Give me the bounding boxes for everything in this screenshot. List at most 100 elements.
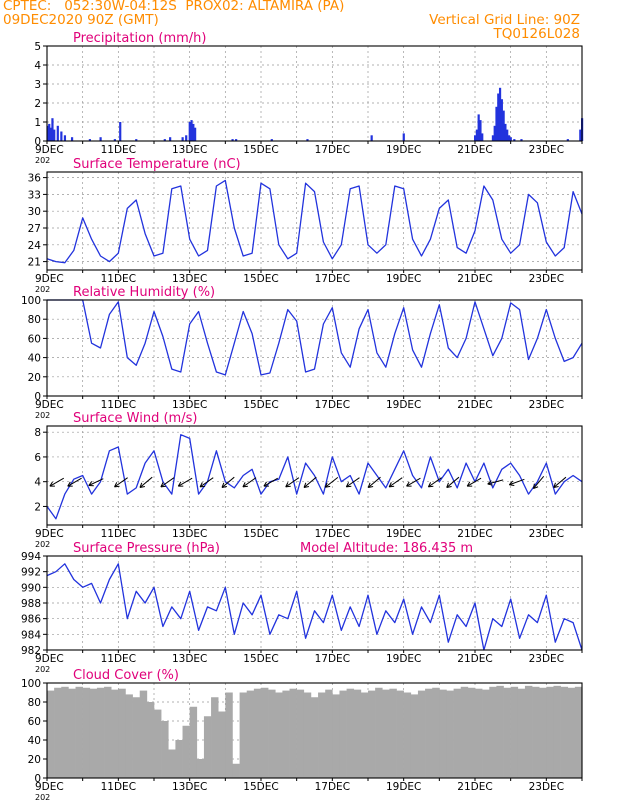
wind-arrow-head [160,485,166,488]
wind-arrow-shaft [406,477,421,487]
cloud-xtick-label: 11DEC [101,781,136,793]
cloud-area-segment [232,763,240,778]
precip-xtick-label: 11DEC [101,144,136,156]
wind-arrow-shaft [346,477,360,488]
wind-arrow-shaft [263,477,279,487]
precip-bar [566,139,569,141]
wind-arrow-head [221,485,228,488]
precip-bar [475,129,478,141]
cloud-area-segment [417,690,426,778]
pressure-xtick-label: 13DEC [172,653,207,665]
precip-bar [477,114,480,141]
wind-ytick-label: 8 [34,427,41,439]
cloud-xtick-label: 13DEC [172,781,207,793]
wind-arrow-head [553,485,559,488]
cloud-frame [46,682,583,779]
precip-bar [192,123,195,141]
cloud-area-segment [275,692,283,778]
precip-bar [113,139,116,141]
pressure-series-line [46,563,583,651]
cloud-area-segment [196,759,205,778]
cloud-area-segment [189,706,198,778]
wind-arrow-shaft [367,476,381,488]
precip-xtick-label: 9DEC [35,144,64,156]
cloud-area-segment [253,688,262,778]
cloud-area-segment [560,686,569,778]
cloud-area-segment [261,687,269,778]
precip-xtick-label: 21DEC [457,144,492,156]
cloud-area-segment [389,688,397,778]
wind-arrow-head [221,482,225,488]
wind-xtick-label: 23DEC [529,528,564,540]
precip-ytick-label: 4 [34,60,41,72]
precip-bar [188,122,191,141]
cloud-area-segment [54,687,62,778]
wind-arrow-head [242,482,246,488]
cloud-ytick-label: 40 [28,735,41,747]
cloud-ytick-label: 60 [28,716,41,728]
wind-arrow [553,476,567,488]
wind-arrow-shaft [285,477,300,488]
precip-bar [53,129,56,141]
temp-ytick-label: 27 [28,223,41,235]
cloud-area-segment [439,689,447,778]
precip-bar [504,123,507,141]
precip-bar [235,139,238,141]
header-grid-line: Vertical Grid Line: 90Z [429,12,580,28]
wind-frame [46,425,583,526]
cloud-area-segment [539,687,547,778]
rh-ytick-label: 40 [28,353,41,365]
precip-bar [99,137,102,141]
wind-arrow-head [532,483,535,489]
precip-bar [506,129,509,141]
rh-ytick-label: 80 [28,314,41,326]
cloud-area-segment [318,692,326,778]
wind-arrow-shaft [428,477,442,488]
cloud-title: Cloud Cover (%) [73,668,179,683]
wind-arrow-head [368,485,374,488]
wind-arrow-shaft [324,476,339,488]
precip-bar [185,135,188,141]
temp-xtick-label: 23DEC [529,273,564,285]
pressure-ytick-label: 984 [21,629,41,641]
precip-panel [43,45,584,144]
wind-ytick-label: 2 [34,501,41,513]
precip-bar [135,139,138,141]
wind-arrow-head [345,482,350,488]
wind-arrow-shaft [242,477,257,488]
rh-ytick-label: 60 [28,333,41,345]
cloud-area-segment [146,702,155,778]
pressure-ytick-label: 986 [21,614,41,626]
cloud-area-segment [75,686,83,778]
wind-arrow-head [200,485,206,488]
cloud-area-segment [524,685,533,778]
precip-bar [169,137,172,141]
precip-bar [507,135,511,141]
wind-arrow-shaft [509,478,525,486]
precip-bar [513,139,516,141]
cloud-area-segment [61,686,69,778]
precip-bar [498,87,502,141]
temp-xtick-label: 11DEC [101,273,136,285]
wind-arrow-head [533,486,539,490]
cloud-area-segment [111,689,119,778]
wind-arrow-head [114,485,120,488]
cloud-area-segment [346,688,355,778]
cloud-xtick-label: 21DEC [457,781,492,793]
header-model-id: TQ0126L028 [493,26,580,42]
cloud-area-segment [303,692,312,778]
wind-arrow [285,477,300,488]
wind-arrow-head [367,482,371,488]
wind-year-stub: 202 [35,540,50,549]
wind-arrow-head [199,482,203,488]
cloud-area-segment [446,690,454,778]
cloud-area-segment [510,686,519,778]
pressure-xtick-label: 9DEC [35,653,64,665]
precip-bar [190,120,193,141]
rh-xtick-label: 11DEC [101,399,136,411]
wind-arrow-head [114,482,118,488]
cloud-ytick-label: 0 [34,773,41,785]
rh-xtick-label: 15DEC [243,399,278,411]
cloud-panel [43,682,583,781]
